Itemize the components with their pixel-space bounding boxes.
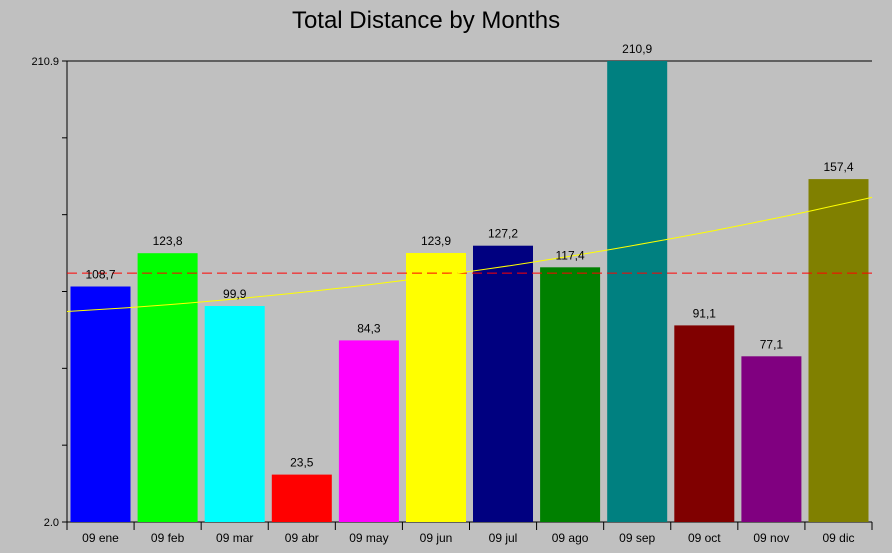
x-tick-label: 09 ene — [82, 531, 119, 545]
data-label: 84,3 — [357, 321, 381, 335]
data-label: 77,1 — [760, 337, 784, 351]
bar — [607, 61, 668, 522]
chart-bars — [70, 61, 869, 522]
bar — [338, 340, 399, 522]
x-tick-label: 09 jun — [420, 531, 453, 545]
bar — [406, 253, 466, 522]
x-tick-label: 09 feb — [151, 531, 185, 545]
data-label: 210,9 — [622, 42, 652, 56]
chart-axes: 210.9 2.0 — [31, 56, 873, 530]
data-label: 123,9 — [421, 234, 451, 248]
x-tick-label: 09 sep — [619, 531, 655, 545]
data-label: 91,1 — [693, 306, 717, 320]
y-tick-label-max: 210.9 — [31, 56, 59, 68]
bar — [137, 253, 198, 522]
bar — [271, 474, 332, 522]
data-label: 23,5 — [290, 456, 314, 470]
data-label: 99,9 — [223, 287, 247, 301]
bar — [473, 245, 533, 522]
bar — [674, 325, 735, 522]
data-label: 108,7 — [85, 268, 115, 282]
chart-title: Total Distance by Months — [291, 7, 561, 34]
x-tick-label: 09 mar — [216, 531, 253, 545]
bar — [70, 286, 131, 522]
x-tick-label: 09 oct — [688, 531, 721, 545]
x-tick-label: 09 abr — [285, 531, 319, 545]
x-tick-label: 09 may — [349, 531, 388, 545]
chart-lines — [66, 196, 873, 312]
data-label: 127,2 — [488, 227, 518, 241]
x-tick-label: 09 dic — [822, 531, 854, 545]
bar — [204, 306, 265, 522]
bar — [808, 179, 869, 522]
x-tick-label: 09 nov — [753, 531, 789, 545]
trend-line — [66, 196, 873, 312]
y-tick-label-min: 2.0 — [44, 517, 59, 529]
bar — [540, 267, 601, 522]
x-tick-label: 09 jul — [489, 531, 518, 545]
bar — [741, 356, 802, 522]
data-label: 157,4 — [823, 160, 853, 174]
data-label: 117,4 — [556, 248, 585, 262]
data-label: 123,8 — [153, 234, 183, 248]
chart-labels: 108,7 09 ene 123,8 09 feb 99,9 09 mar 23,5 09 a… — [82, 42, 854, 545]
x-tick-label: 09 ago — [552, 531, 589, 545]
